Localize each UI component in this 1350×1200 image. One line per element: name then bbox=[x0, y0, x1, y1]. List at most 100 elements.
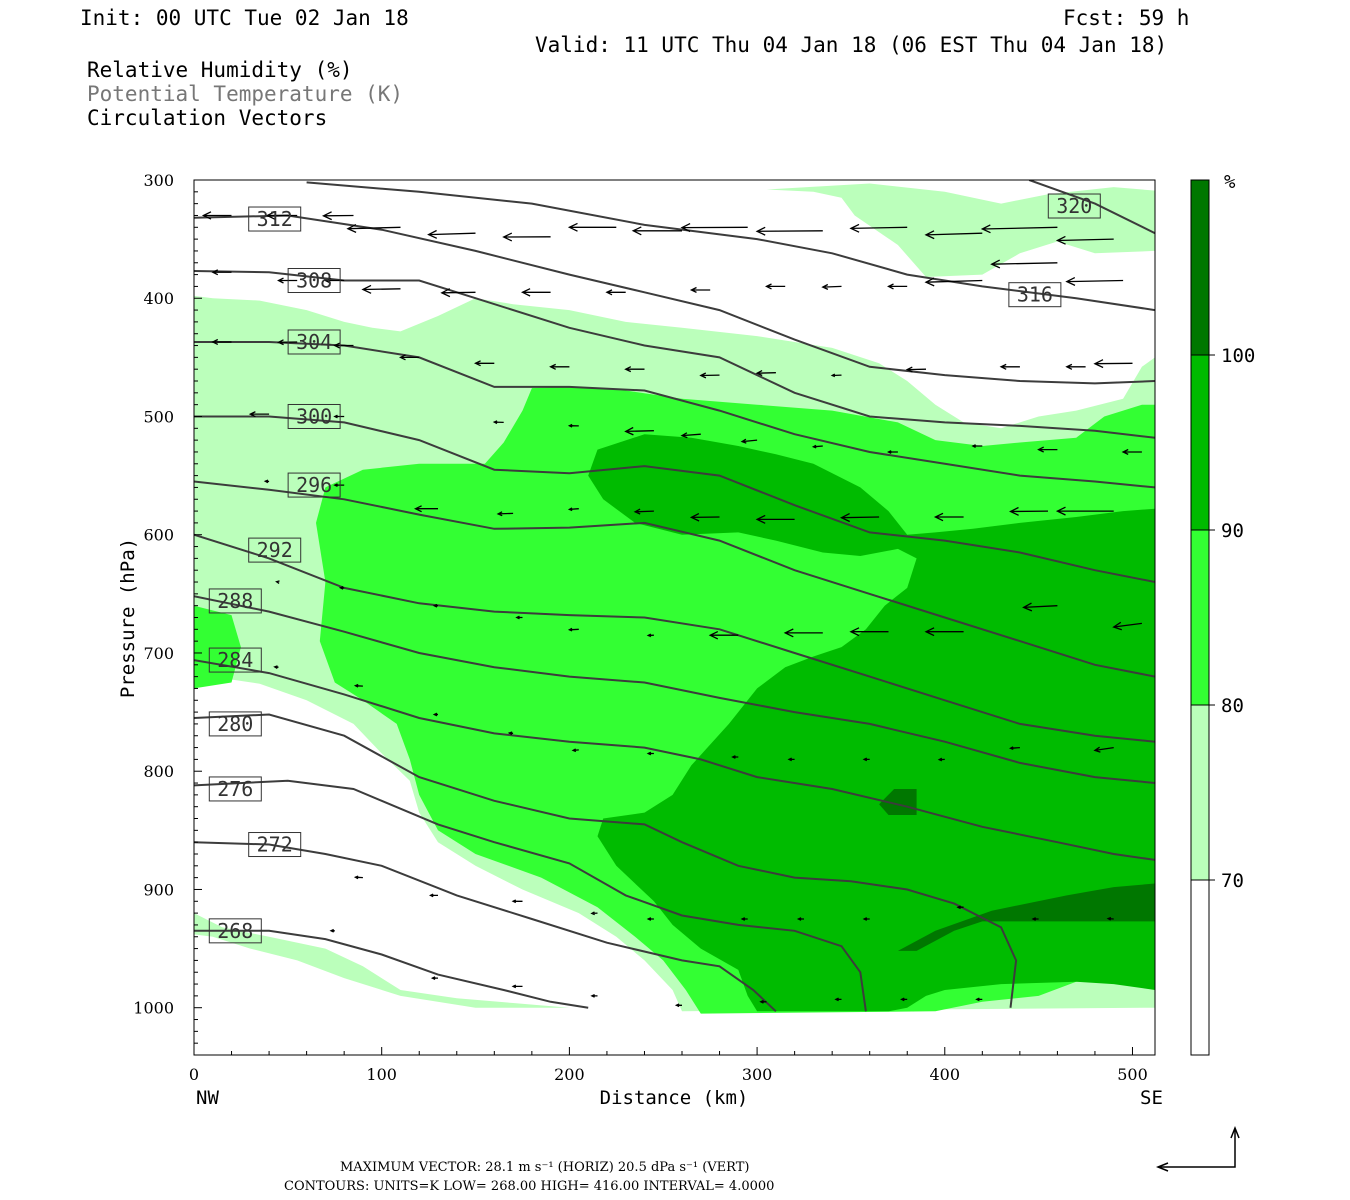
circulation-vector-65 bbox=[1009, 506, 1049, 516]
circulation-vector-85 bbox=[731, 755, 739, 759]
theta-label-box-296 bbox=[287, 472, 341, 498]
theta-contour-layer bbox=[194, 180, 1155, 1013]
circulation-vector-95 bbox=[646, 917, 654, 921]
rh-region-100 bbox=[897, 883, 1155, 951]
circulation-vector-49 bbox=[811, 444, 823, 449]
y-axis-label: Pressure (hPa) bbox=[117, 538, 139, 698]
circulation-vector-67 bbox=[275, 580, 280, 584]
circulation-vector-12 bbox=[980, 224, 1058, 234]
theta-label-300: 300 bbox=[296, 404, 332, 428]
circulation-vector-106 bbox=[674, 1003, 682, 1008]
circulation-vector-31 bbox=[399, 354, 420, 361]
circulation-vector-36 bbox=[755, 370, 776, 377]
theta-label-box-312 bbox=[248, 206, 302, 232]
circulation-vector-26 bbox=[990, 259, 1058, 269]
theta-label-box-304 bbox=[287, 329, 341, 355]
y-tick-label-300: 300 bbox=[143, 171, 174, 190]
rh-fill-layer bbox=[194, 183, 1155, 1014]
theta-line-288 bbox=[194, 595, 1155, 784]
vector-layer bbox=[194, 211, 1142, 1008]
theta-label-box-284 bbox=[208, 647, 262, 673]
circulation-vector-45 bbox=[567, 423, 579, 428]
circulation-vector-42 bbox=[248, 411, 270, 418]
circulation-vector-3 bbox=[346, 224, 401, 233]
forecast-hour: Fcst: 59 h bbox=[1063, 6, 1189, 30]
y-tick-label-900: 900 bbox=[143, 880, 174, 899]
circulation-vector-16 bbox=[323, 277, 345, 284]
circulation-vector-8 bbox=[680, 223, 748, 233]
y-tick-label-400: 400 bbox=[143, 289, 174, 308]
theta-label-box-292 bbox=[248, 537, 302, 563]
circulation-vector-30 bbox=[333, 342, 354, 349]
circulation-vector-100 bbox=[1031, 917, 1039, 921]
y-tick-label-1000: 1000 bbox=[133, 999, 174, 1018]
circulation-vector-99 bbox=[956, 905, 964, 910]
x-tick-label-200: 200 bbox=[554, 1065, 585, 1084]
x-tick-label-0: 0 bbox=[189, 1065, 199, 1084]
circulation-vector-11 bbox=[924, 230, 983, 240]
rh-region-80 bbox=[766, 183, 1155, 277]
theta-label-box-276 bbox=[208, 776, 262, 802]
circulation-vector-35 bbox=[699, 372, 720, 379]
theta-label-box-320 bbox=[1047, 193, 1101, 219]
field-rh: Relative Humidity (%) bbox=[87, 58, 353, 82]
colorbar-unit: % bbox=[1224, 171, 1236, 193]
circulation-vector-84 bbox=[646, 751, 654, 756]
circulation-vector-5 bbox=[502, 232, 551, 242]
circulation-vector-41 bbox=[1093, 359, 1133, 369]
circulation-vector-104 bbox=[511, 984, 523, 989]
circulation-vector-61 bbox=[689, 513, 720, 522]
circulation-vector-83 bbox=[571, 748, 579, 753]
theta-line-312 bbox=[194, 214, 1155, 385]
circulation-vector-75 bbox=[849, 627, 889, 637]
theta-label-box-288 bbox=[208, 588, 262, 614]
theta-line-304 bbox=[194, 341, 1155, 489]
circulation-vector-23 bbox=[821, 283, 842, 290]
circulation-vector-59 bbox=[567, 507, 579, 512]
max-vector-note: MAXIMUM VECTOR: 28.1 m s⁻¹ (HORIZ) 20.5 … bbox=[340, 1160, 749, 1175]
x-tick-label-300: 300 bbox=[742, 1065, 773, 1084]
theta-label-276: 276 bbox=[217, 777, 253, 801]
circulation-vector-6 bbox=[567, 222, 617, 232]
x-tick-label-500: 500 bbox=[1117, 1065, 1148, 1084]
theta-line-292 bbox=[194, 533, 1155, 743]
y-tick-label-700: 700 bbox=[143, 644, 174, 663]
x-end-label-nw: NW bbox=[196, 1087, 219, 1109]
rh-region-100 bbox=[588, 434, 1155, 1012]
circulation-vector-53 bbox=[1121, 448, 1142, 455]
theta-label-box-316 bbox=[1008, 282, 1062, 308]
theta-label-304: 304 bbox=[296, 330, 332, 354]
circulation-vector-48 bbox=[740, 438, 758, 444]
theta-label-296: 296 bbox=[296, 473, 332, 497]
circulation-vector-4 bbox=[427, 229, 476, 239]
circulation-vector-101 bbox=[1106, 916, 1114, 921]
field-theta: Potential Temperature (K) bbox=[87, 82, 403, 106]
theta-line-276 bbox=[194, 779, 867, 1012]
colorbar: 70 80 90 100 bbox=[1190, 179, 1255, 1056]
circulation-vector-110 bbox=[975, 997, 983, 1002]
footer: MAXIMUM VECTOR: 28.1 m s⁻¹ (HORIZ) 20.5 … bbox=[284, 1125, 1240, 1194]
circulation-vector-74 bbox=[783, 628, 823, 638]
theta-label-316: 316 bbox=[1017, 283, 1053, 307]
theta-line-316 bbox=[306, 181, 1155, 312]
theta-label-272: 272 bbox=[257, 833, 293, 857]
colorbar-label-80: 80 bbox=[1221, 695, 1244, 717]
circulation-vector-40 bbox=[1065, 363, 1086, 370]
circulation-vector-73 bbox=[708, 631, 739, 640]
theta-line-280 bbox=[194, 713, 1018, 1008]
circulation-vector-46 bbox=[624, 426, 654, 436]
contour-label-layer: 268 272 276 280 284 288 292 296 300 304 308 312 316 3… bbox=[208, 193, 1101, 944]
circulation-vector-102 bbox=[329, 928, 335, 933]
colorbar-label-70: 70 bbox=[1221, 870, 1244, 892]
circulation-vector-66 bbox=[1055, 506, 1114, 516]
contour-info: CONTOURS: UNITS=K LOW= 268.00 HIGH= 416.… bbox=[284, 1179, 774, 1194]
circulation-vector-91 bbox=[353, 875, 363, 880]
circulation-vector-69 bbox=[432, 603, 438, 608]
theta-line-308 bbox=[194, 270, 1155, 439]
circulation-vector-10 bbox=[849, 223, 908, 233]
circulation-vector-25 bbox=[924, 277, 983, 287]
circulation-vector-0 bbox=[201, 211, 232, 220]
circulation-vector-43 bbox=[333, 414, 345, 419]
circulation-vector-19 bbox=[520, 288, 551, 297]
circulation-vector-64 bbox=[933, 512, 964, 522]
